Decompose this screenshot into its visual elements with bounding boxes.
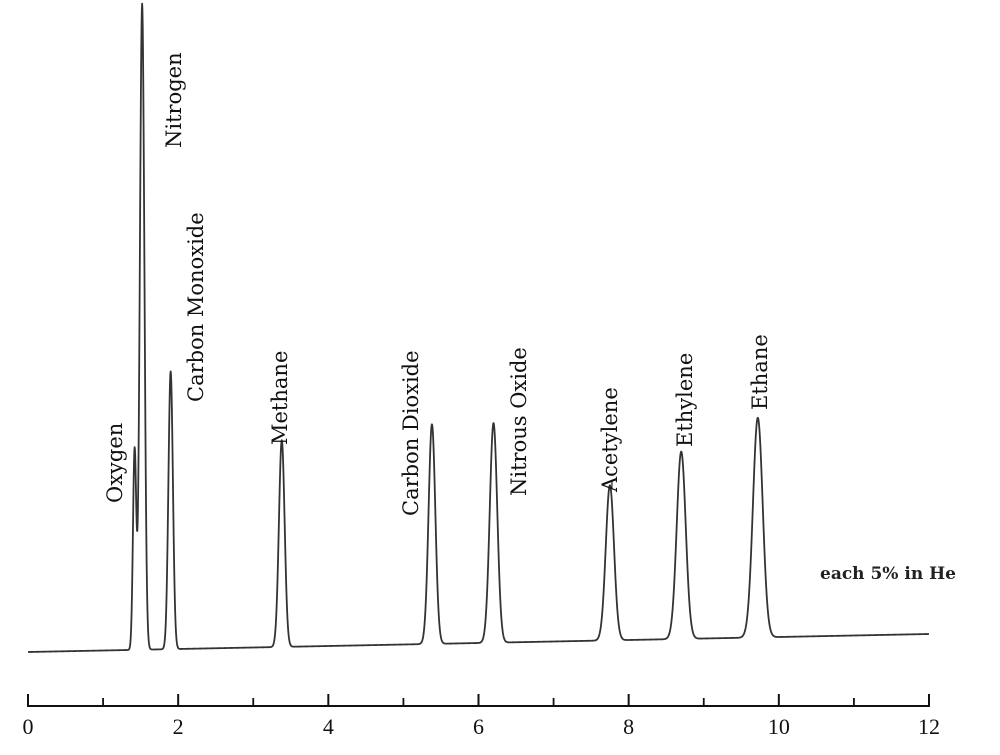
trace-layer [27,2,930,653]
peak-label-nitrogen: Nitrogen [162,52,186,148]
x-tick-label: 4 [323,714,334,739]
x-tick-label: 8 [623,714,634,739]
peak-label-layer: Oxygen Nitrogen Carbon Monoxide Methane Carb… [103,52,772,516]
x-tick-label: 10 [768,714,790,739]
x-tick-label: 0 [23,714,34,739]
peak-label-oxygen: Oxygen [103,423,127,503]
peak-label-ethylene: Ethylene [673,353,697,447]
peak-label-ethane: Ethane [748,334,772,410]
annotation-text: each 5% in He [820,564,956,584]
peak-label-methane: Methane [268,351,292,445]
peak-label-carbon-dioxide: Carbon Dioxide [399,350,423,516]
peak-label-nitrous-oxide: Nitrous Oxide [507,347,531,496]
x-tick-label: 12 [918,714,940,739]
x-tick-label: 2 [173,714,184,739]
chromatogram-trace [27,2,930,653]
peak-label-carbon-monoxide: Carbon Monoxide [184,212,208,402]
x-axis: 0 2 4 6 8 10 12 [23,694,940,739]
x-tick-label: 6 [473,714,484,739]
peak-label-acetylene: Acetylene [598,387,622,493]
